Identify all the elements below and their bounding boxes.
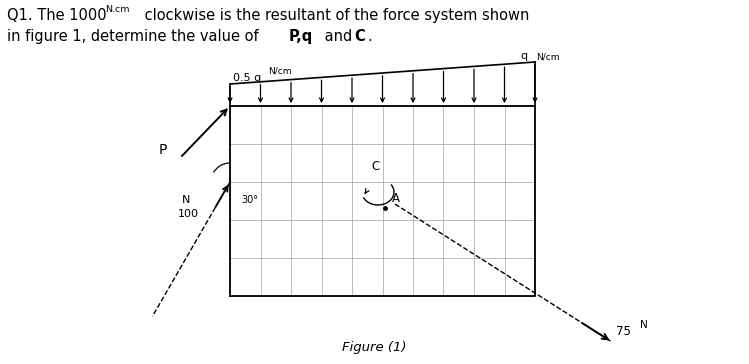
Text: q: q — [521, 51, 528, 61]
Text: Q1. The 1000: Q1. The 1000 — [7, 8, 112, 23]
Text: N: N — [182, 195, 190, 205]
Text: 30°: 30° — [241, 195, 258, 205]
Text: C: C — [354, 29, 365, 44]
Text: N.cm: N.cm — [105, 5, 130, 14]
Text: A: A — [392, 192, 400, 205]
Text: in figure 1, determine the value of: in figure 1, determine the value of — [7, 29, 263, 44]
Text: C: C — [371, 160, 379, 173]
Text: Figure (1): Figure (1) — [342, 341, 406, 354]
Text: N/cm: N/cm — [268, 66, 291, 75]
Text: and: and — [320, 29, 357, 44]
Text: 100: 100 — [178, 209, 199, 219]
Text: P,q: P,q — [289, 29, 313, 44]
Text: .: . — [367, 29, 372, 44]
Text: P: P — [159, 143, 167, 157]
Text: N: N — [640, 320, 648, 330]
Text: N/cm: N/cm — [536, 52, 560, 61]
Text: 0.5 q: 0.5 q — [233, 73, 261, 83]
Text: clockwise is the resultant of the force system shown: clockwise is the resultant of the force … — [140, 8, 530, 23]
Text: 75: 75 — [616, 325, 631, 338]
